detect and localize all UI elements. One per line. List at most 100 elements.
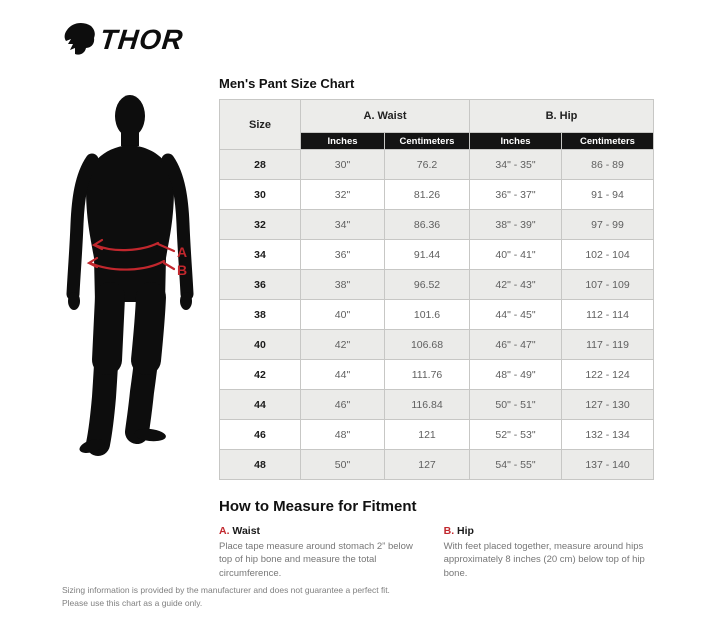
- size-cell: 28: [219, 149, 301, 180]
- size-cell: 40: [219, 329, 301, 360]
- size-cell: 38: [219, 299, 301, 330]
- value-cell: 86 - 89: [561, 149, 654, 180]
- hip-name: Hip: [457, 525, 474, 537]
- value-cell: 127 - 130: [561, 389, 654, 420]
- value-cell: 111.76: [384, 359, 470, 390]
- value-cell: 137 - 140: [561, 449, 654, 480]
- table-row: 32 34" 86.36 38" - 39" 97 - 99: [219, 209, 654, 240]
- value-cell: 54" - 55": [469, 449, 562, 480]
- value-cell: 117 - 119: [561, 329, 654, 360]
- table-row: 46 48" 121 52" - 53" 132 - 134: [219, 419, 654, 450]
- hip-instructions: B. Hip With feet placed together, measur…: [444, 525, 654, 580]
- size-cell: 32: [219, 209, 301, 240]
- waist-name: Waist: [232, 525, 261, 537]
- value-cell: 44": [300, 359, 385, 390]
- waist-leader-line: [156, 242, 176, 253]
- waist-instructions: A. Waist Place tape measure around stoma…: [219, 525, 420, 580]
- subheader-hip-centimeters: Centimeters: [561, 132, 654, 150]
- disclaimer: Sizing information is provided by the ma…: [62, 584, 390, 610]
- table-row: 42 44" 111.76 48" - 49" 122 - 124: [219, 359, 654, 390]
- value-cell: 46" - 47": [469, 329, 562, 360]
- how-to-measure-section: How to Measure for Fitment A. Waist Plac…: [219, 498, 654, 580]
- value-cell: 38": [300, 269, 385, 300]
- subheader-waist-inches: Inches: [300, 132, 385, 150]
- size-cell: 46: [219, 419, 301, 450]
- hip-leader-line: [162, 261, 176, 271]
- hip-letter: B.: [443, 525, 455, 537]
- value-cell: 42" - 43": [469, 269, 562, 300]
- value-cell: 76.2: [384, 149, 470, 180]
- table-row: 48 50" 127 54" - 55" 137 - 140: [219, 449, 654, 480]
- size-chart-table: Size A. Waist B. Hip Inches Centimeters …: [219, 99, 654, 480]
- value-cell: 30": [300, 149, 385, 180]
- page-title: Men's Pant Size Chart: [219, 76, 355, 91]
- waist-measure-line: [93, 241, 160, 252]
- size-table-body: 28 30" 76.2 34" - 35" 86 - 89 30 32" 81.26 36" -…: [219, 149, 654, 480]
- value-cell: 42": [300, 329, 385, 360]
- value-cell: 32": [300, 179, 385, 210]
- waist-letter: A.: [219, 525, 230, 537]
- table-row: 30 32" 81.26 36" - 37" 91 - 94: [219, 179, 654, 210]
- waist-arrow-icon: [91, 238, 104, 251]
- value-cell: 48": [300, 419, 385, 450]
- value-cell: 40" - 41": [469, 239, 562, 270]
- size-chart-section: Men's Pant Size Chart Size A. Waist B. H…: [219, 76, 654, 580]
- brand-logo-text: THOR: [98, 24, 186, 55]
- table-subheader-row: Inches Centimeters Inches Centimeters: [220, 132, 654, 150]
- value-cell: 112 - 114: [561, 299, 654, 330]
- value-cell: 96.52: [384, 269, 470, 300]
- hip-arrow-icon: [86, 256, 99, 269]
- col-header-waist: A. Waist: [300, 99, 470, 133]
- table-row: 28 30" 76.2 34" - 35" 86 - 89: [219, 149, 654, 180]
- size-cell: 42: [219, 359, 301, 390]
- value-cell: 132 - 134: [561, 419, 654, 450]
- disclaimer-line-2: Please use this chart as a guide only.: [62, 597, 203, 608]
- table-header-row: Size A. Waist B. Hip: [219, 99, 654, 150]
- table-row: 40 42" 106.68 46" - 47" 117 - 119: [219, 329, 654, 360]
- value-cell: 91 - 94: [561, 179, 654, 210]
- value-cell: 52" - 53": [469, 419, 562, 450]
- subheader-waist-centimeters: Centimeters: [384, 132, 470, 150]
- table-row: 44 46" 116.84 50" - 51" 127 - 130: [219, 389, 654, 420]
- hip-instruction-text: With feet placed together, measure aroun…: [443, 541, 645, 579]
- size-cell: 36: [219, 269, 301, 300]
- col-header-size: Size: [219, 99, 301, 150]
- size-cell: 34: [219, 239, 301, 270]
- size-cell: 44: [219, 389, 301, 420]
- table-row: 36 38" 96.52 42" - 43" 107 - 109: [219, 269, 654, 300]
- value-cell: 107 - 109: [561, 269, 654, 300]
- value-cell: 127: [384, 449, 470, 480]
- thor-logo-icon: [62, 22, 96, 58]
- table-row: 34 36" 91.44 40" - 41" 102 - 104: [219, 239, 654, 270]
- value-cell: 116.84: [384, 389, 470, 420]
- value-cell: 46": [300, 389, 385, 420]
- value-cell: 50" - 51": [469, 389, 562, 420]
- value-cell: 106.68: [384, 329, 470, 360]
- col-header-hip: B. Hip: [469, 99, 654, 133]
- value-cell: 36" - 37": [469, 179, 562, 210]
- value-cell: 40": [300, 299, 385, 330]
- value-cell: 122 - 124: [561, 359, 654, 390]
- value-cell: 38" - 39": [469, 209, 562, 240]
- male-silhouette: [66, 95, 194, 456]
- value-cell: 91.44: [384, 239, 470, 270]
- table-row: 38 40" 101.6 44" - 45" 112 - 114: [219, 299, 654, 330]
- value-cell: 44" - 45": [469, 299, 562, 330]
- value-cell: 101.6: [384, 299, 470, 330]
- value-cell: 121: [384, 419, 470, 450]
- size-cell: 30: [219, 179, 301, 210]
- value-cell: 50": [300, 449, 385, 480]
- value-cell: 81.26: [384, 179, 470, 210]
- waist-label-a: A: [177, 244, 187, 260]
- body-measurement-diagram: A B: [64, 92, 224, 472]
- value-cell: 34" - 35": [469, 149, 562, 180]
- value-cell: 34": [300, 209, 385, 240]
- value-cell: 102 - 104: [561, 239, 654, 270]
- value-cell: 97 - 99: [561, 209, 654, 240]
- disclaimer-line-1: Sizing information is provided by the ma…: [62, 585, 390, 595]
- how-to-measure-title: How to Measure for Fitment: [219, 498, 417, 515]
- value-cell: 36": [300, 239, 385, 270]
- subheader-hip-inches: Inches: [469, 132, 562, 150]
- value-cell: 86.36: [384, 209, 470, 240]
- size-cell: 48: [219, 449, 301, 480]
